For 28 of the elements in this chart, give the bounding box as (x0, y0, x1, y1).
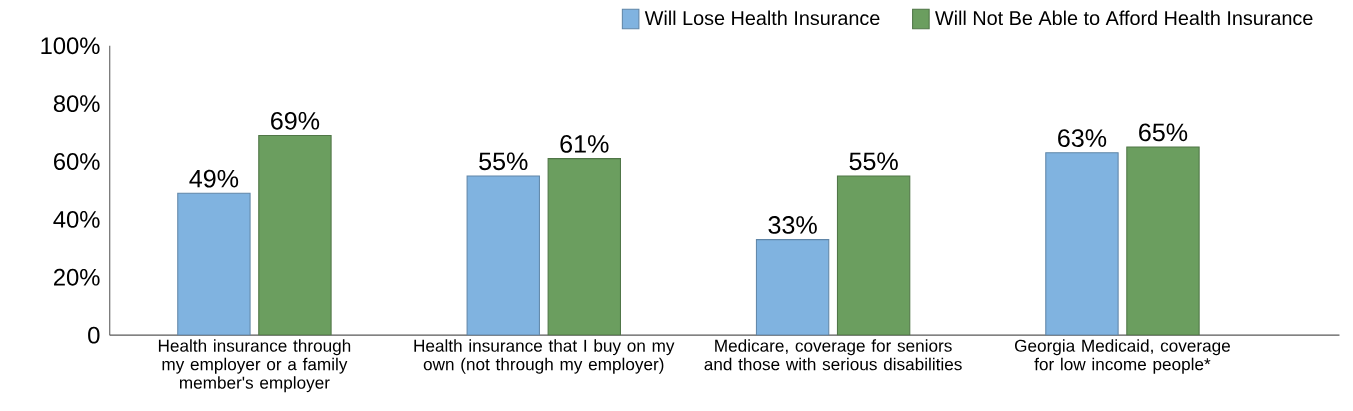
data-label: 63% (1058, 129, 1107, 147)
bar (547, 158, 621, 336)
bar (466, 175, 540, 336)
data-label: 61% (560, 135, 609, 153)
x-tick-label: Georgia Medicaid, coverage for low income people* (1014, 339, 1230, 374)
data-label: 55% (849, 152, 898, 171)
data-label: 65% (1139, 123, 1188, 142)
data-label: 33% (768, 216, 817, 234)
y-tick-label: 0 (88, 326, 100, 344)
x-tick-label: Health insurance through my employer or a family member's employer (158, 339, 351, 393)
y-tick-label: 80% (53, 95, 100, 113)
y-tick-label: 100% (41, 37, 100, 55)
bar (258, 134, 332, 336)
bar (836, 175, 911, 336)
y-tick-label: 60% (54, 153, 100, 170)
bar (1045, 152, 1119, 336)
data-label: 55% (479, 152, 528, 171)
bar (177, 192, 251, 336)
data-label: 69% (271, 111, 320, 130)
legend-label: Will Not Be Able to Afford Health Insurance (935, 10, 1313, 26)
bar (1126, 146, 1200, 336)
legend-label: Will Lose Health Insurance (644, 10, 880, 26)
bar (755, 239, 830, 336)
x-tick-label: Health insurance that I buy on my own (not through my employer) (414, 339, 675, 374)
y-tick-label: 40% (53, 210, 100, 228)
y-tick-label: 20% (54, 268, 100, 286)
x-tick-label: Medicare, coverage for seniors and those with serious disabilities (704, 339, 962, 371)
data-label: 49% (189, 169, 239, 188)
